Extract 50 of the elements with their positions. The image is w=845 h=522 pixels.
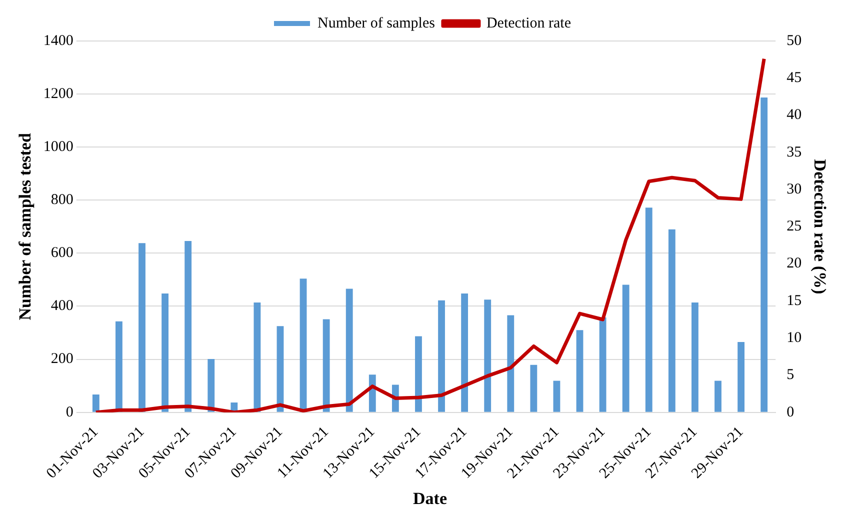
y2-tick-label: 15: [786, 292, 802, 309]
bar: [138, 243, 146, 412]
bar: [276, 326, 284, 412]
y2-tick-label: 35: [786, 144, 802, 160]
bar: [461, 294, 468, 412]
y2-tick-label: 30: [786, 181, 802, 198]
y2-tick-label: 45: [786, 70, 802, 86]
bar: [346, 288, 353, 412]
bar: [599, 317, 606, 412]
legend-label: Detection rate: [486, 15, 572, 32]
bar: [507, 315, 514, 412]
legend-label: Number of samples: [317, 15, 436, 32]
bar: [692, 302, 698, 412]
bar: [162, 294, 168, 412]
y2-tick-label: 10: [786, 330, 802, 346]
y2-axis-title: Detection rate (%): [810, 159, 830, 294]
y-tick-label: 200: [50, 351, 74, 368]
y-tick-label: 800: [50, 192, 74, 208]
bar: [622, 284, 630, 412]
x-axis-title: Date: [413, 489, 448, 508]
y2-tick-label: 5: [786, 367, 794, 384]
bar: [184, 240, 192, 412]
bar: [438, 300, 445, 412]
bar: [415, 336, 422, 412]
bar: [760, 97, 768, 412]
y-tick-label: 0: [66, 404, 74, 420]
y-axis-title: Number of samples tested: [16, 132, 35, 320]
bar: [208, 359, 215, 412]
y-tick-label: 1000: [43, 139, 74, 156]
bar: [738, 342, 744, 412]
y-tick-label: 600: [50, 245, 74, 262]
bar: [576, 330, 584, 412]
y-tick-label: 400: [50, 298, 74, 314]
y2-tick-label: 20: [786, 256, 802, 272]
bar: [92, 394, 100, 412]
bar: [668, 229, 676, 412]
bar: [553, 380, 560, 412]
y2-tick-label: 0: [786, 404, 794, 420]
bar: [300, 278, 307, 412]
y2-tick-label: 50: [786, 32, 802, 49]
y2-tick-label: 40: [786, 107, 802, 124]
bar: [714, 380, 722, 412]
y-tick-label: 1200: [43, 86, 74, 102]
bar: [484, 300, 492, 412]
bar: [645, 208, 652, 412]
y-tick-label: 1400: [43, 32, 74, 49]
bar: [530, 364, 538, 412]
y2-tick-label: 25: [786, 218, 802, 235]
bar: [322, 319, 330, 412]
bar: [254, 302, 261, 412]
